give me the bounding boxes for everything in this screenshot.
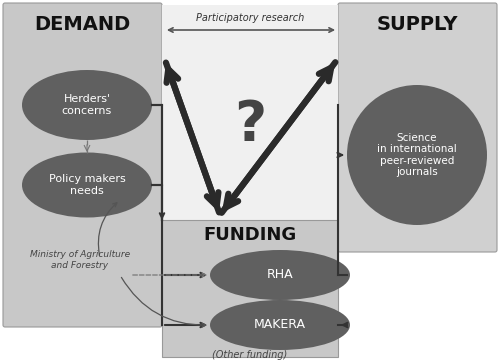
FancyArrowPatch shape <box>98 203 117 255</box>
Ellipse shape <box>347 85 487 225</box>
Text: Herders'
concerns: Herders' concerns <box>62 94 112 116</box>
FancyBboxPatch shape <box>3 3 162 327</box>
FancyBboxPatch shape <box>338 3 497 252</box>
Text: Science
in international
peer-reviewed
journals: Science in international peer-reviewed j… <box>377 132 457 177</box>
Text: Participatory research: Participatory research <box>196 13 304 23</box>
Ellipse shape <box>22 70 152 140</box>
Text: Policy makers
needs: Policy makers needs <box>48 174 126 196</box>
Text: FUNDING: FUNDING <box>204 226 296 244</box>
Text: SUPPLY: SUPPLY <box>376 16 458 34</box>
Ellipse shape <box>210 250 350 300</box>
Ellipse shape <box>22 152 152 218</box>
FancyArrowPatch shape <box>122 277 206 327</box>
FancyBboxPatch shape <box>162 5 338 220</box>
Text: MAKERA: MAKERA <box>254 319 306 332</box>
FancyBboxPatch shape <box>162 220 338 357</box>
Ellipse shape <box>210 300 350 350</box>
Text: RHA: RHA <box>266 269 293 282</box>
Text: ?: ? <box>234 98 266 152</box>
Text: DEMAND: DEMAND <box>34 16 130 34</box>
Text: Ministry of Agriculture
and Forestry: Ministry of Agriculture and Forestry <box>30 250 130 270</box>
Text: (Other funding): (Other funding) <box>212 350 288 360</box>
